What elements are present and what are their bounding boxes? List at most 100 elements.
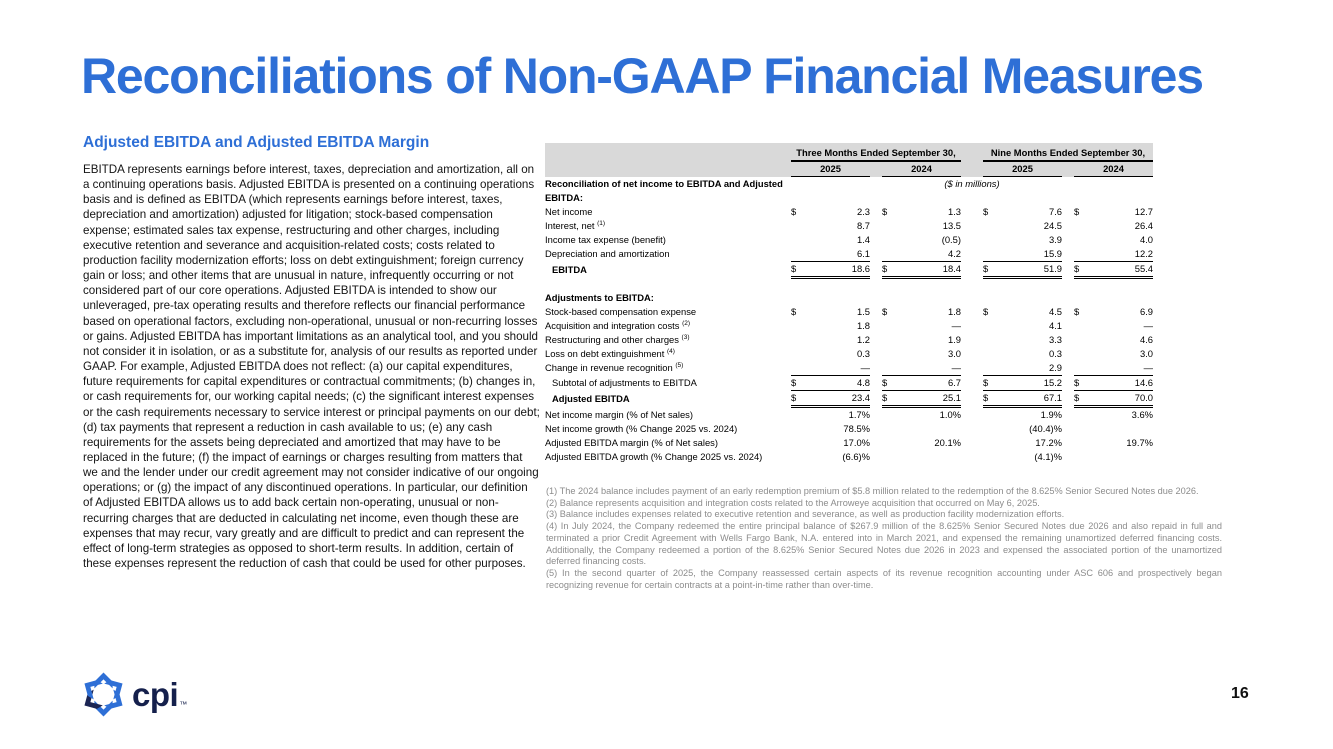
cell-dollar [1074,233,1090,247]
column-gap [1062,406,1074,422]
footnote-ref: (4) [666,347,675,355]
table-row: Adjustments to EBITDA: [545,291,1153,305]
cell-dollar: $ [1074,205,1080,217]
row-label: Net income [545,205,593,217]
table-header-row: Three Months Ended September 30, Nine Mon… [545,143,1153,162]
cell-value: 70.0 [1090,390,1153,408]
cell-dollar [791,219,807,233]
cell-value: 15.9 [999,246,1062,262]
cell-value: 4.8 [807,375,870,391]
column-gap [870,305,882,319]
cell-value: 4.1 [1048,319,1062,331]
footnote: (4) In July 2024, the Company redeemed t… [546,521,1222,567]
cell-value: — [951,319,961,331]
cell-value: 0.3 [1048,347,1062,359]
cell-dollar [1074,406,1090,422]
cell-value: — [1143,319,1153,331]
cell-dollar: $ [791,390,807,408]
column-gap [1062,219,1074,233]
table-row [545,277,1153,291]
cell-dollar [1074,436,1090,450]
cell-value: (40.4)% [1029,422,1062,434]
page-title: Reconciliations of Non-GAAP Financial Me… [81,48,1204,104]
cell-dollar: $ [882,390,898,408]
column-gap [870,319,882,333]
cell-dollar [1074,422,1090,436]
table-row: Net income margin (% of Net sales) 1.7% 1.… [545,406,1153,422]
table-row: Net income $2.3 $1.3 $7.6 $12.7 [545,205,1153,219]
section-label: Adjustments to EBITDA: [545,291,654,303]
period-group-header: Nine Months Ended September 30, [983,143,1153,162]
footnote: (2) Balance represents acquisition and i… [546,497,1040,508]
column-gap [870,261,882,277]
header-spacer [545,143,791,161]
cell-value: 3.3 [1048,333,1062,345]
row-label: Net income growth (% Change 2025 vs. 202… [545,422,738,434]
cpi-logo: cpi ™ [80,671,187,718]
cell-value: 4.0 [1139,233,1153,245]
column-gap [870,436,882,450]
table-row: Stock-based compensation expense $1.5 $1.8… [545,305,1153,319]
cell-value [1090,450,1153,464]
column-gap [961,305,983,319]
cell-value: 2.3 [856,205,870,217]
column-gap [1062,247,1074,262]
cell-value: (6.6)% [842,450,870,462]
footnote: (3) Balance includes expenses related to… [546,509,1065,520]
row-label: Adjusted EBITDA margin (% of Net sales) [545,436,718,448]
cell-value: 3.6% [1131,408,1153,420]
spacer-cell [545,277,1153,291]
row-label: Income tax expense (benefit) [545,233,666,245]
cell-value: — [898,360,961,376]
column-gap [961,219,983,233]
cell-value: 1.0% [939,408,961,420]
period-group-header: Three Months Ended September 30, [791,143,961,162]
footnote-ref: (1) [597,219,606,227]
column-gap [1062,261,1074,277]
cell-value: 7.6 [1048,205,1062,217]
column-gap [961,375,983,390]
column-gap [1062,347,1074,361]
column-gap [961,450,983,464]
column-gap [961,247,983,262]
column-gap [1062,233,1074,247]
table-row: Restructuring and other charges (3) 1.2 1.… [545,333,1153,347]
header-gap [1062,161,1074,177]
cell-dollar [983,406,999,422]
cell-dollar [791,246,807,262]
column-gap [1062,390,1074,406]
table-row: Subtotal of adjustments to EBITDA $4.8 $6.… [545,375,1153,391]
cell-dollar: $ [983,375,999,391]
cell-dollar [882,422,898,436]
cell-value: 1.8 [947,305,961,317]
header-gap [961,143,983,161]
left-column: Adjusted EBITDA and Adjusted EBITDA Marg… [83,134,540,571]
cell-dollar [791,233,807,247]
cell-value: 78.5% [843,422,870,434]
cell-value: 12.7 [1134,205,1153,217]
cell-value: 20.1% [934,436,961,448]
cell-dollar [983,333,999,347]
cell-value: 4.6 [1139,333,1153,345]
row-label: Interest, net (1) [545,219,606,231]
body-paragraph: EBITDA represents earnings before intere… [83,163,540,571]
cell-value: 18.4 [898,261,961,279]
cell-dollar: $ [791,205,797,217]
column-gap [1062,436,1074,450]
cell-dollar: $ [1074,261,1090,279]
footnotes: (1) The 2024 balance includes payment of… [546,486,1222,591]
column-gap [961,361,983,376]
column-gap [1062,361,1074,376]
cell-value: 1.4 [856,233,870,245]
cell-dollar [1074,360,1090,376]
footnote: (1) The 2024 balance includes payment of… [546,486,1199,496]
row-label: Stock-based compensation expense [545,305,697,317]
column-gap [1062,450,1074,464]
footnote-ref: (2) [682,319,691,327]
row-label: Subtotal of adjustments to EBITDA [552,377,697,388]
cell-value: 13.5 [942,219,961,231]
cell-dollar [1074,347,1090,361]
cpi-logo-icon [84,672,123,717]
cell-value: 14.6 [1090,375,1153,391]
cell-value: 25.1 [898,390,961,408]
